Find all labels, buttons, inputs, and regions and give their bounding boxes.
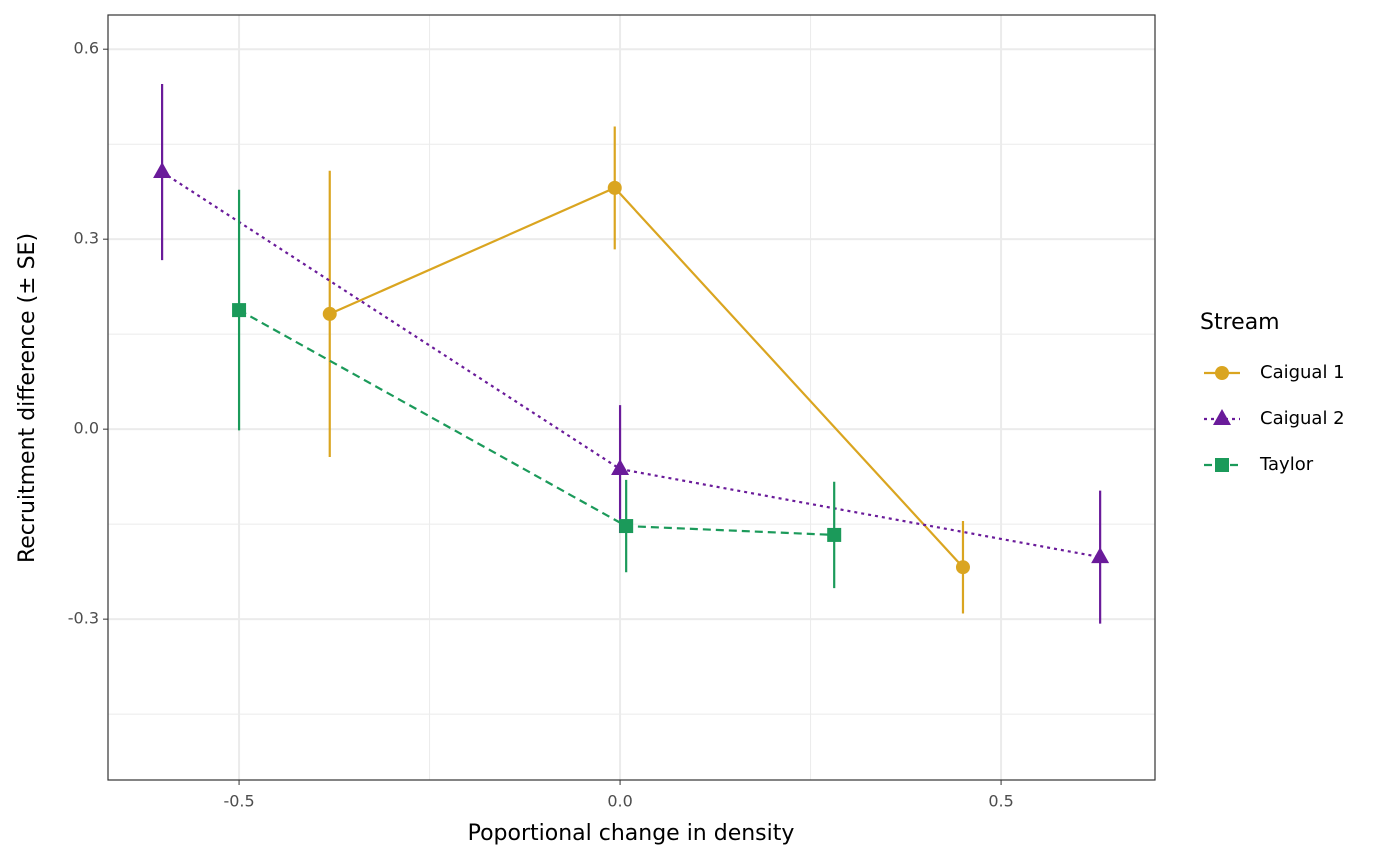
point	[607, 180, 622, 195]
point	[153, 162, 172, 179]
x-tick-label: 0.0	[607, 792, 632, 811]
point	[955, 560, 970, 575]
legend-label: Caigual 1	[1260, 362, 1345, 383]
plot-border	[107, 14, 1156, 781]
point	[1091, 547, 1110, 564]
y-tick-label: 0.6	[74, 39, 99, 58]
legend-label: Taylor	[1259, 454, 1314, 475]
x-tick-label: 0.5	[988, 792, 1013, 811]
point	[827, 527, 842, 542]
y-tick-label: 0.3	[74, 229, 99, 248]
legend-marker	[1215, 366, 1229, 380]
legend-marker	[1215, 458, 1229, 472]
point	[322, 306, 337, 321]
y-axis-label: Recruitment difference (± SE)	[15, 233, 40, 563]
point	[619, 519, 634, 534]
legend-label: Caigual 2	[1260, 408, 1345, 429]
legend-title: Stream	[1200, 310, 1280, 335]
x-axis-label: Poportional change in density	[468, 821, 795, 846]
y-tick-label: -0.3	[68, 609, 99, 628]
point	[611, 459, 630, 476]
point	[232, 303, 247, 318]
legend-marker	[1213, 409, 1231, 425]
x-tick-label: -0.5	[223, 792, 254, 811]
y-tick-label: 0.0	[74, 419, 99, 438]
